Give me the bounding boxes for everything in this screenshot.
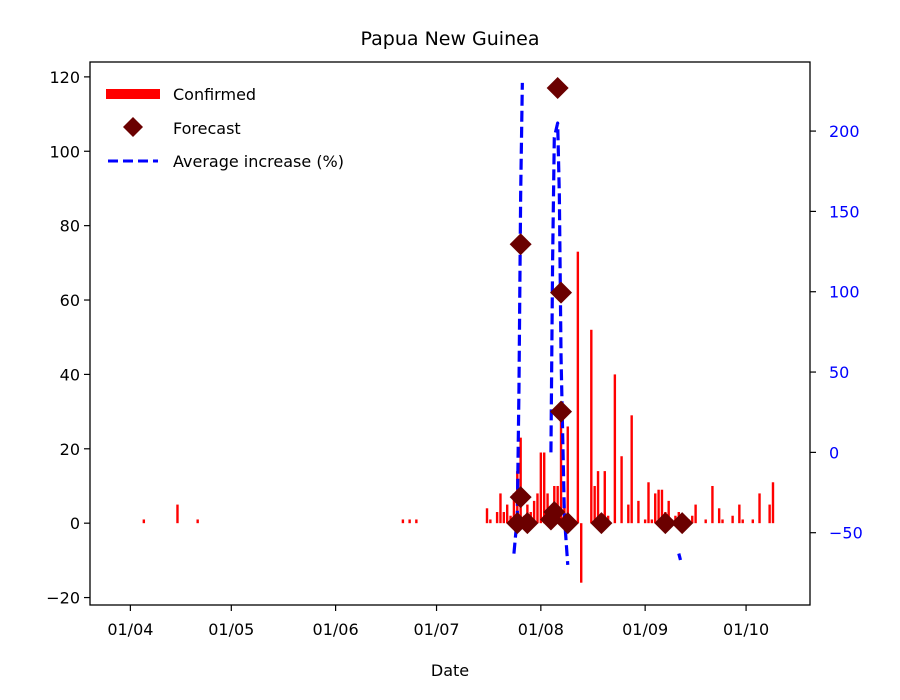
x-axis-label: Date bbox=[431, 661, 469, 680]
confirmed-bar bbox=[590, 329, 593, 524]
axes-layer: −20 0 20 40 60 80 100 120 −50 0 50 100 150 200 01/04 01… bbox=[46, 61, 863, 639]
confirmed-bar bbox=[711, 485, 714, 524]
y2-tick-label: 0 bbox=[829, 443, 839, 462]
forecast-point bbox=[509, 486, 532, 509]
forecast-point bbox=[671, 512, 694, 535]
confirmed-bar bbox=[539, 452, 543, 524]
x-tick-label: 01/10 bbox=[723, 620, 769, 639]
confirmed-bar bbox=[758, 493, 761, 524]
confirmed-bar bbox=[506, 504, 509, 524]
confirmed-bar bbox=[603, 471, 606, 524]
legend-label-confirmed: Confirmed bbox=[173, 85, 256, 104]
legend-label-average: Average increase (%) bbox=[173, 152, 344, 171]
y-tick-label: 80 bbox=[60, 217, 80, 236]
y-tick-label: 0 bbox=[70, 514, 80, 533]
confirmed-bar bbox=[576, 251, 580, 524]
y-tick-label: 120 bbox=[49, 68, 80, 87]
average-increase-line bbox=[549, 121, 570, 565]
confirmed-bar bbox=[593, 485, 596, 524]
x-tick-label: 01/06 bbox=[313, 620, 359, 639]
y2-tick-label: 50 bbox=[829, 363, 849, 382]
confirmed-bar bbox=[613, 374, 617, 524]
confirmed-bar bbox=[142, 519, 146, 524]
confirmed-bar bbox=[519, 437, 522, 524]
legend-label-forecast: Forecast bbox=[173, 119, 241, 138]
confirmed-bar bbox=[408, 519, 411, 524]
confirmed-bar bbox=[768, 504, 771, 524]
plot-frame bbox=[89, 61, 811, 606]
forecast-point bbox=[550, 400, 573, 423]
confirmed-bar bbox=[771, 482, 775, 524]
y2-tick-label: 150 bbox=[829, 202, 860, 221]
legend-swatch-forecast bbox=[123, 117, 143, 137]
plot-layer bbox=[142, 77, 775, 583]
confirmed-bar bbox=[731, 515, 734, 524]
y2-tick-label: −50 bbox=[829, 524, 863, 543]
confirmed-bar bbox=[176, 504, 179, 524]
confirmed-bar bbox=[566, 426, 569, 524]
forecast-point bbox=[654, 512, 677, 535]
confirmed-bar bbox=[532, 500, 536, 524]
confirmed-bar bbox=[489, 519, 492, 524]
x-tick-label: 01/04 bbox=[107, 620, 153, 639]
confirmed-bar bbox=[657, 489, 660, 524]
confirmed-bar bbox=[559, 411, 563, 524]
confirmed-bar bbox=[654, 493, 657, 524]
confirmed-bar bbox=[643, 519, 647, 524]
forecast-point bbox=[543, 501, 566, 524]
y-tick-label: 100 bbox=[49, 142, 80, 161]
confirmed-bar bbox=[401, 519, 405, 524]
confirmed-bar bbox=[660, 489, 664, 524]
confirmed-bar bbox=[499, 493, 502, 524]
confirmed-bar bbox=[721, 519, 724, 524]
average-increase-line bbox=[677, 553, 683, 561]
x-tick-label: 01/05 bbox=[208, 620, 254, 639]
confirmed-bar bbox=[717, 508, 721, 524]
confirmed-bar bbox=[620, 456, 623, 524]
confirmed-bar bbox=[694, 504, 697, 524]
confirmed-bar bbox=[667, 500, 670, 524]
chart-title: Papua New Guinea bbox=[361, 28, 540, 50]
y2-tick-label: 200 bbox=[829, 122, 860, 141]
forecast-point bbox=[546, 77, 569, 100]
forecast-point bbox=[550, 281, 573, 304]
x-tick-label: 01/07 bbox=[413, 620, 459, 639]
confirmed-bar bbox=[415, 519, 418, 524]
confirmed-bar bbox=[637, 500, 640, 524]
y-tick-label: −20 bbox=[46, 589, 80, 608]
confirmed-bar bbox=[738, 504, 741, 524]
confirmed-bar bbox=[647, 482, 650, 524]
forecast-point bbox=[516, 512, 539, 535]
confirmed-bar bbox=[691, 515, 694, 524]
forecast-point bbox=[509, 233, 532, 256]
confirmed-bar bbox=[536, 493, 539, 524]
y-tick-label: 60 bbox=[60, 291, 80, 310]
confirmed-bar bbox=[596, 471, 600, 524]
x-tick-label: 01/08 bbox=[518, 620, 564, 639]
confirmed-bar bbox=[196, 519, 199, 524]
y-tick-label: 20 bbox=[60, 440, 80, 459]
confirmed-bar bbox=[543, 452, 546, 524]
confirmed-bar bbox=[485, 508, 489, 524]
confirmed-bar bbox=[512, 493, 516, 524]
y2-tick-label: 100 bbox=[829, 283, 860, 302]
confirmed-bar bbox=[502, 512, 506, 524]
confirmed-bar bbox=[580, 523, 583, 583]
confirmed-bar bbox=[630, 415, 633, 524]
confirmed-bar bbox=[627, 504, 630, 524]
confirmed-bar bbox=[751, 519, 754, 524]
legend: Confirmed Forecast Average increase (%) bbox=[106, 85, 344, 171]
forecast-point bbox=[590, 512, 613, 535]
x-tick-label: 01/09 bbox=[622, 620, 668, 639]
confirmed-bar bbox=[741, 519, 744, 524]
forecast-point bbox=[556, 512, 579, 535]
plot-area bbox=[142, 77, 775, 583]
confirmed-bar bbox=[704, 519, 707, 524]
confirmed-bar bbox=[650, 519, 654, 524]
y-tick-label: 40 bbox=[60, 365, 80, 384]
confirmed-bar bbox=[495, 512, 499, 524]
